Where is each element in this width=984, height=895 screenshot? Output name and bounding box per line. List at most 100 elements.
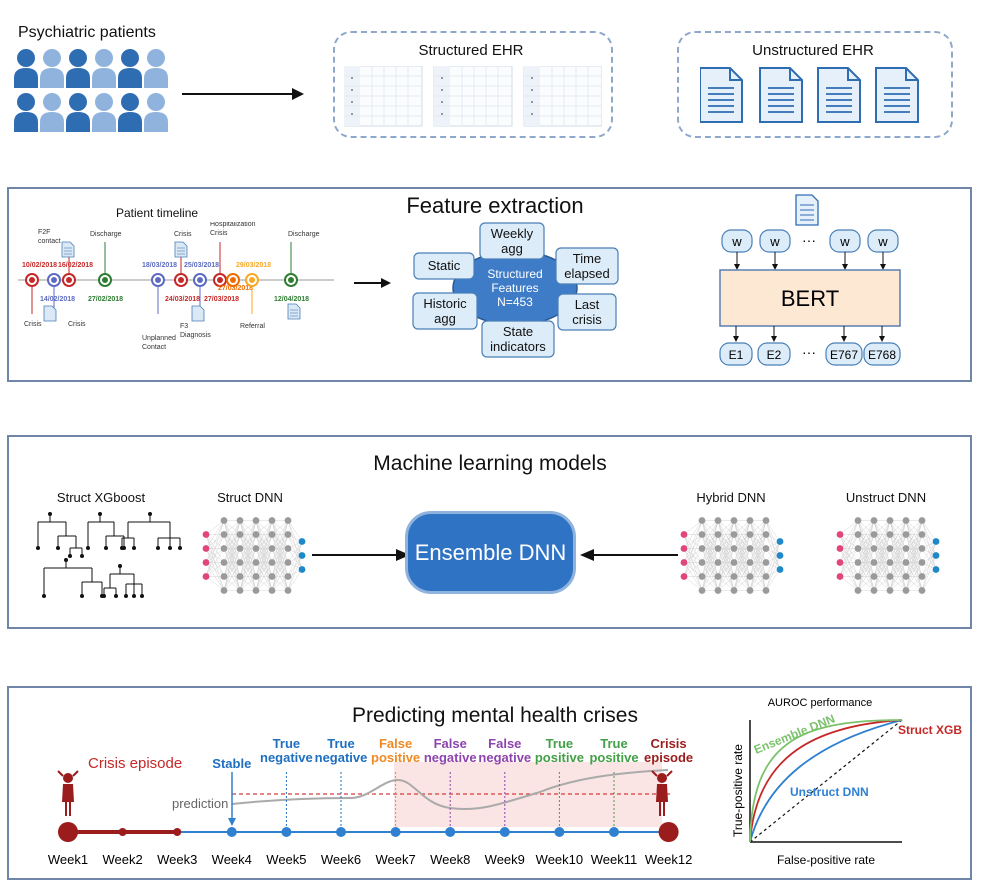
network-node bbox=[268, 545, 276, 552]
network-node bbox=[746, 559, 754, 566]
xgboost-tree-icon bbox=[36, 512, 182, 598]
document-icon bbox=[191, 305, 205, 322]
network-node bbox=[698, 573, 706, 580]
network-node bbox=[762, 517, 770, 524]
auroc-chart: AUROC performance True-positive rate Fal… bbox=[731, 697, 962, 867]
timeline-event-label: Crisis bbox=[174, 231, 192, 238]
static-text: Static bbox=[428, 258, 461, 273]
network-node bbox=[902, 587, 910, 594]
network-node bbox=[854, 573, 862, 580]
network-node bbox=[698, 517, 706, 524]
patients-group-icon bbox=[14, 49, 168, 132]
network-node bbox=[298, 566, 306, 573]
crisis-episode-label: Crisis episode bbox=[88, 755, 182, 772]
network-node bbox=[220, 517, 228, 524]
week-label: Week12 bbox=[645, 852, 692, 867]
network-node bbox=[746, 517, 754, 524]
structured-ehr-label: Structured EHR bbox=[418, 42, 524, 59]
auroc-xlabel: False-positive rate bbox=[777, 853, 875, 867]
network-node bbox=[268, 573, 276, 580]
table-icons bbox=[344, 66, 602, 127]
network-node bbox=[870, 545, 878, 552]
weekly-2: agg bbox=[501, 241, 523, 256]
network-node bbox=[886, 531, 894, 538]
document-icon bbox=[174, 241, 188, 258]
svg-text:E768: E768 bbox=[868, 348, 896, 362]
week-dot bbox=[554, 827, 565, 837]
network-node bbox=[252, 559, 260, 566]
network-node bbox=[762, 531, 770, 538]
timeline-date: 16/02/2018 bbox=[58, 262, 93, 269]
unstruct-dnn-network-icon bbox=[836, 517, 940, 594]
network-node bbox=[268, 531, 276, 538]
network-node bbox=[714, 559, 722, 566]
feature-static bbox=[413, 252, 475, 280]
outcome-label: True bbox=[546, 736, 573, 751]
week-label: Week3 bbox=[157, 852, 197, 867]
network-node bbox=[730, 559, 738, 566]
network-node bbox=[854, 517, 862, 524]
network-node bbox=[870, 517, 878, 524]
time-1: Time bbox=[573, 251, 601, 266]
network-node bbox=[268, 517, 276, 524]
timeline-date: 24/03/2018 bbox=[165, 296, 200, 303]
time-2: elapsed bbox=[564, 266, 610, 281]
network-node bbox=[698, 545, 706, 552]
network-node bbox=[698, 587, 706, 594]
network-node bbox=[284, 573, 292, 580]
week-dot bbox=[226, 827, 237, 837]
network-node bbox=[762, 545, 770, 552]
timeline-date: 18/03/2018 bbox=[142, 262, 177, 269]
document-icons bbox=[700, 67, 919, 123]
svg-text:w: w bbox=[877, 234, 888, 249]
hybrid-dnn-network-icon bbox=[680, 517, 784, 594]
network-node bbox=[730, 545, 738, 552]
network-node bbox=[284, 531, 292, 538]
weekly-1: Weekly bbox=[491, 226, 534, 241]
week-label: Week7 bbox=[375, 852, 415, 867]
network-node bbox=[252, 545, 260, 552]
network-node bbox=[284, 559, 292, 566]
network-node bbox=[680, 573, 688, 580]
network-node bbox=[284, 517, 292, 524]
document-icon bbox=[287, 303, 301, 320]
network-node bbox=[252, 573, 260, 580]
auroc-curve-xgb bbox=[749, 719, 903, 843]
network-node bbox=[886, 559, 894, 566]
network-node bbox=[220, 573, 228, 580]
timeline-event-label: F2F bbox=[38, 229, 50, 236]
timeline-event-label: Contact bbox=[142, 344, 166, 351]
network-node bbox=[236, 587, 244, 594]
historic-2: agg bbox=[434, 311, 456, 326]
network-node bbox=[902, 545, 910, 552]
network-node bbox=[730, 531, 738, 538]
state-2: indicators bbox=[490, 339, 546, 354]
struct-dnn-label: Struct DNN bbox=[217, 490, 283, 505]
person-icon bbox=[118, 93, 142, 132]
person-icon bbox=[66, 93, 90, 132]
struct-xgboost-label: Struct XGboost bbox=[56, 490, 146, 505]
last-2: crisis bbox=[572, 312, 602, 327]
auroc-unstruct-label: Unstruct DNN bbox=[790, 785, 869, 799]
network-node bbox=[854, 545, 862, 552]
week-label: Week10 bbox=[536, 852, 583, 867]
person-icon bbox=[40, 49, 64, 88]
timeline-date: 12/04/2018 bbox=[274, 296, 309, 303]
timeline-event: 29/03/2018 Referral bbox=[236, 262, 271, 330]
week-dot bbox=[390, 827, 401, 837]
week-dot bbox=[281, 827, 292, 837]
network-node bbox=[746, 573, 754, 580]
document-icon bbox=[43, 305, 57, 322]
bert-block bbox=[719, 269, 901, 327]
auroc-ylabel: True-positive rate bbox=[731, 744, 745, 837]
week-dot bbox=[58, 822, 78, 842]
network-node bbox=[714, 545, 722, 552]
network-node bbox=[776, 538, 784, 545]
network-node bbox=[854, 531, 862, 538]
ensemble-arrows bbox=[312, 549, 678, 561]
network-node bbox=[220, 531, 228, 538]
timeline-event: 16/02/2018 F2F contact bbox=[38, 229, 93, 287]
token-ellipsis: ··· bbox=[802, 232, 816, 248]
feature-extraction-title: Feature extraction bbox=[406, 193, 584, 218]
timeline-date: 14/02/2018 bbox=[40, 296, 75, 303]
